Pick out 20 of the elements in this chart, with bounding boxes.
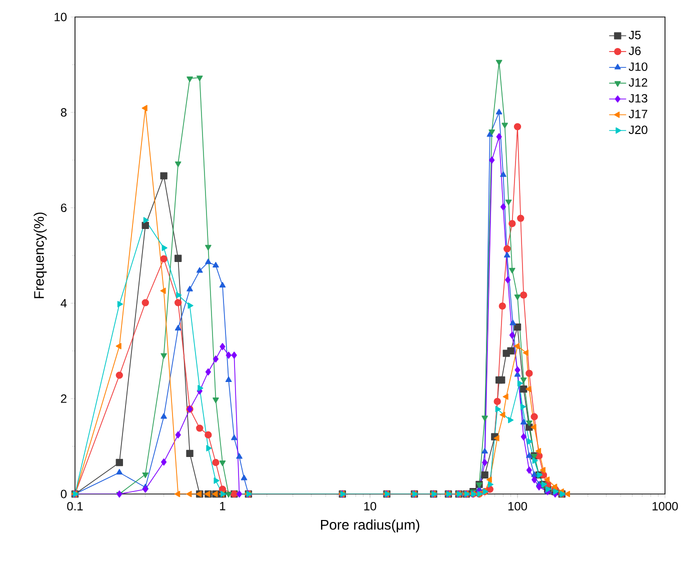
x-tick-label: 0.1 bbox=[67, 502, 83, 510]
y-tick-label: 2 bbox=[60, 394, 66, 403]
legend-label: J13 bbox=[628, 94, 648, 103]
legend-label: J6 bbox=[628, 46, 641, 56]
y-axis-title: Frequency(%) bbox=[34, 212, 47, 298]
x-tick-label: 100 bbox=[508, 502, 528, 510]
x-tick-label: 10 bbox=[364, 502, 376, 510]
x-tick-label: 1000 bbox=[652, 502, 678, 510]
y-tick-label: 4 bbox=[60, 299, 67, 308]
legend-label: J5 bbox=[628, 30, 641, 40]
legend-label: J12 bbox=[628, 78, 648, 87]
y-tick-label: 10 bbox=[54, 12, 67, 22]
legend-label: J10 bbox=[628, 62, 648, 71]
x-axis-title: Pore radius(μm) bbox=[321, 519, 420, 532]
y-tick-label: 8 bbox=[60, 108, 67, 117]
y-tick-label: 0 bbox=[60, 490, 67, 498]
x-tick-label: 1 bbox=[220, 502, 226, 510]
legend-label: J17 bbox=[628, 110, 648, 118]
y-tick-label: 6 bbox=[61, 204, 67, 212]
legend-label: J20 bbox=[628, 126, 648, 134]
